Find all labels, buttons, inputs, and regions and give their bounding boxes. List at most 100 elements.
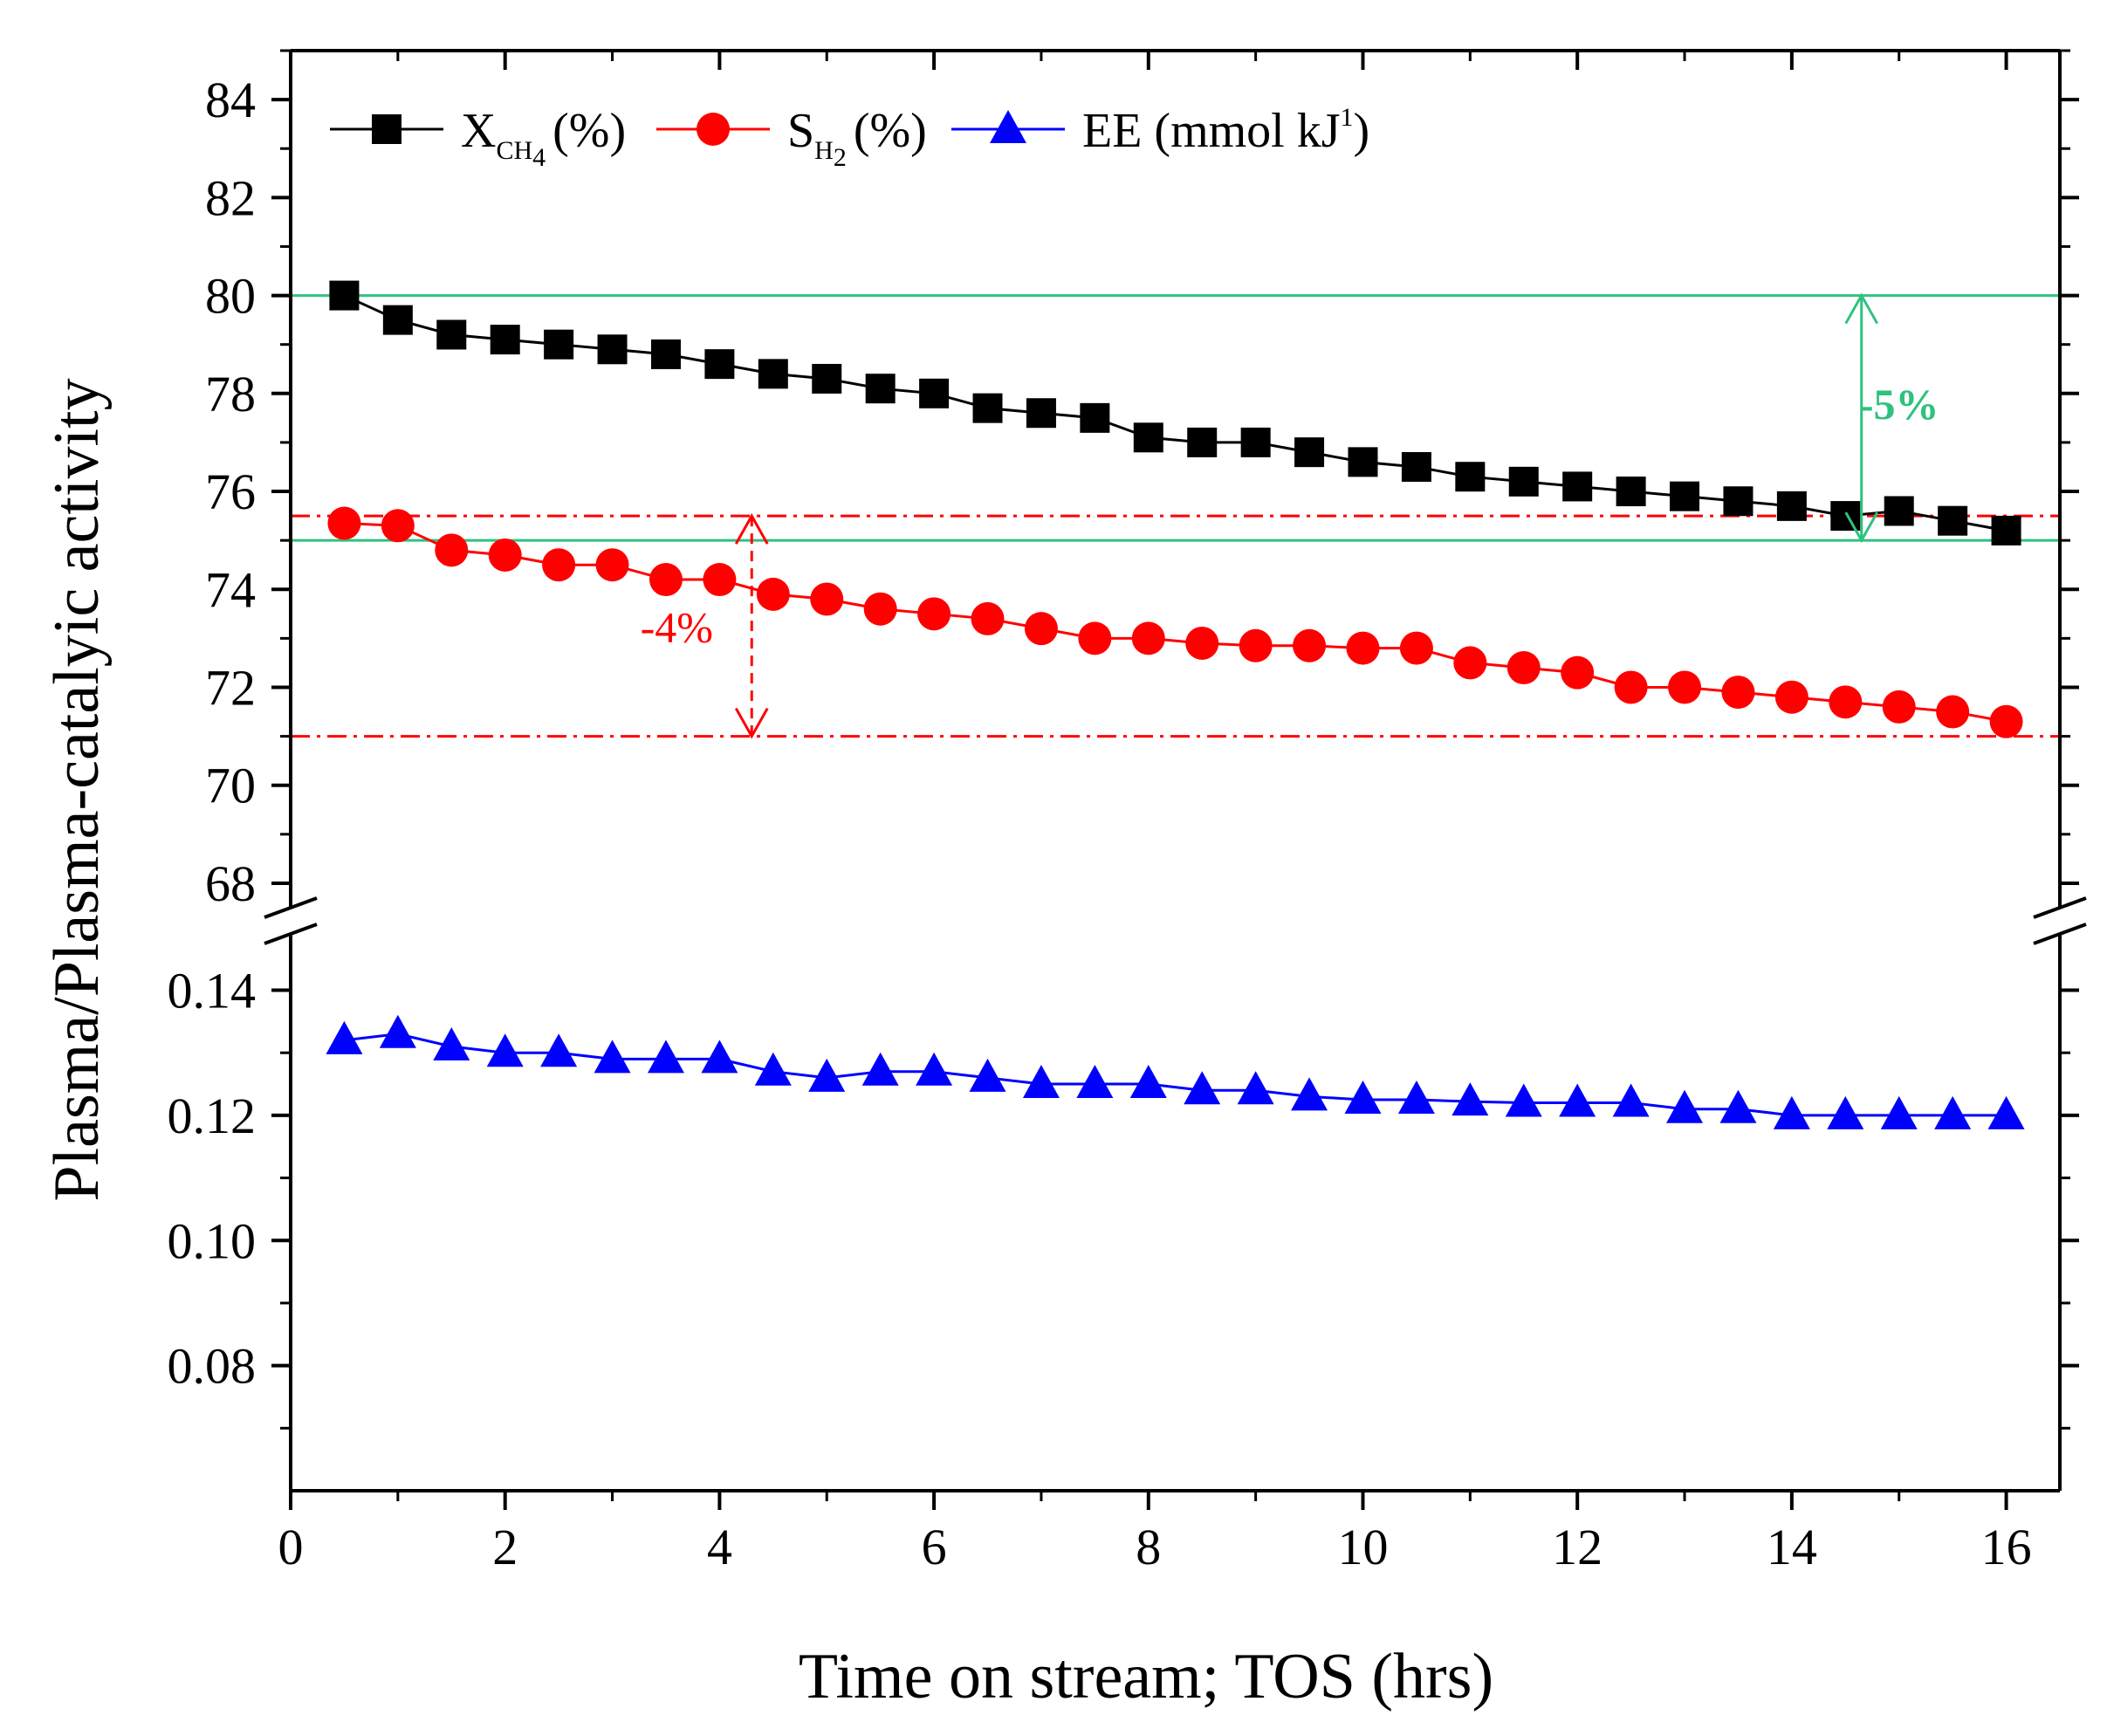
data-point xyxy=(756,577,790,611)
y-upper-tick-label: 84 xyxy=(205,72,256,128)
data-point xyxy=(861,1052,899,1086)
data-point xyxy=(916,1052,953,1086)
data-point xyxy=(486,1033,524,1067)
data-point xyxy=(1506,651,1541,685)
data-point xyxy=(326,1020,363,1054)
data-point xyxy=(758,359,788,389)
annotations: -5% -4% xyxy=(641,292,1939,739)
y-lower-tick-label: 0.08 xyxy=(168,1338,257,1395)
data-point xyxy=(1078,621,1112,655)
data-point xyxy=(1080,402,1110,433)
y-upper-tick-label: 72 xyxy=(205,659,256,716)
data-point xyxy=(329,280,360,311)
annotation-arrowhead-top xyxy=(1844,292,1879,325)
data-point xyxy=(810,582,844,616)
data-point xyxy=(1240,427,1271,457)
data-point xyxy=(1026,398,1056,429)
x-tick-label: 16 xyxy=(1981,1519,2032,1575)
data-point xyxy=(1721,676,1755,710)
y-axis-title: Plasma/Plasma-catalyic activity xyxy=(41,378,113,1201)
x-axis-title: Time on stream; TOS (hrs) xyxy=(799,1641,1493,1712)
data-point xyxy=(1131,621,1165,655)
data-point xyxy=(703,563,737,597)
data-point xyxy=(1562,471,1593,502)
data-point xyxy=(812,363,842,394)
axis-break-right-1 xyxy=(2033,896,2087,919)
data-point xyxy=(1561,655,1595,690)
legend-item: SH2 (%) xyxy=(656,104,927,172)
series-xch4 xyxy=(329,280,2021,546)
y-upper-tick-label: 82 xyxy=(205,169,256,226)
data-point xyxy=(1612,1083,1650,1117)
data-point xyxy=(1294,437,1325,468)
legend: XCH4 (%) SH2 (%) EE (mmol kJ1) xyxy=(330,103,1369,172)
data-point xyxy=(1505,1083,1542,1117)
data-point xyxy=(490,325,520,355)
data-point xyxy=(488,538,522,572)
data-point xyxy=(1348,447,1378,477)
data-point xyxy=(1237,1071,1274,1105)
data-point xyxy=(1938,505,1968,536)
series-sh2 xyxy=(327,506,2023,738)
x-tick-label: 4 xyxy=(707,1519,732,1575)
x-tick-label: 10 xyxy=(1337,1519,1388,1575)
axis-break-left-1 xyxy=(264,896,318,919)
data-point xyxy=(542,548,576,582)
data-point xyxy=(435,533,469,567)
data-point xyxy=(1133,422,1163,453)
data-point xyxy=(1455,462,1486,492)
y-upper-tick-label: 70 xyxy=(205,758,256,814)
y-lower-tick-label: 0.10 xyxy=(168,1212,257,1269)
legend-label: EE (mmol kJ1) xyxy=(1082,103,1369,158)
annotation-label: -5% xyxy=(1859,380,1939,429)
data-point xyxy=(971,601,1005,635)
data-point xyxy=(1346,631,1380,665)
data-point xyxy=(969,1058,1006,1092)
y-upper-tick-label: 76 xyxy=(205,463,256,520)
series-line xyxy=(343,294,2007,532)
data-point xyxy=(1882,690,1916,724)
y-upper-tick-label: 68 xyxy=(205,855,256,912)
x-tick-label: 8 xyxy=(1136,1519,1161,1575)
data-point xyxy=(1129,1065,1167,1099)
data-point xyxy=(1187,427,1218,457)
y-lower-tick-label: 0.12 xyxy=(168,1088,257,1144)
data-point xyxy=(1668,670,1702,704)
data-point xyxy=(1936,695,1970,729)
data-point xyxy=(382,305,413,335)
data-point xyxy=(1614,670,1648,704)
reference-lines xyxy=(291,294,2060,738)
legend-marker xyxy=(697,113,730,146)
data-point xyxy=(1776,491,1807,521)
data-point xyxy=(808,1058,846,1092)
y-upper-tick-label: 80 xyxy=(205,268,256,325)
data-point xyxy=(595,548,629,582)
data-point xyxy=(650,339,681,369)
annotation-arrowhead-bottom xyxy=(1844,511,1879,544)
legend-item: XCH4 (%) xyxy=(330,104,626,172)
data-point xyxy=(754,1052,792,1086)
data-point xyxy=(1934,1095,1972,1129)
data-point xyxy=(1773,1095,1810,1129)
data-point xyxy=(540,1033,578,1067)
data-point xyxy=(594,1040,631,1074)
data-point xyxy=(597,334,628,365)
annotation-arrowhead-top xyxy=(734,513,769,545)
data-point xyxy=(1670,481,1700,511)
data-point xyxy=(1827,1095,1864,1129)
data-point xyxy=(1453,646,1487,680)
data-point xyxy=(381,509,415,543)
data-point xyxy=(327,506,361,540)
series-line xyxy=(344,1033,2007,1117)
data-point xyxy=(1291,1077,1328,1111)
y-upper-tick-label: 78 xyxy=(205,366,256,422)
data-point xyxy=(1880,1095,1918,1129)
data-point xyxy=(917,597,951,631)
annotation-arrowhead-bottom xyxy=(734,707,769,739)
axis-break-left-2 xyxy=(264,923,318,945)
axes xyxy=(264,49,2087,1510)
x-tick-label: 0 xyxy=(278,1519,304,1575)
data-point xyxy=(544,329,574,360)
data-point xyxy=(863,592,897,626)
